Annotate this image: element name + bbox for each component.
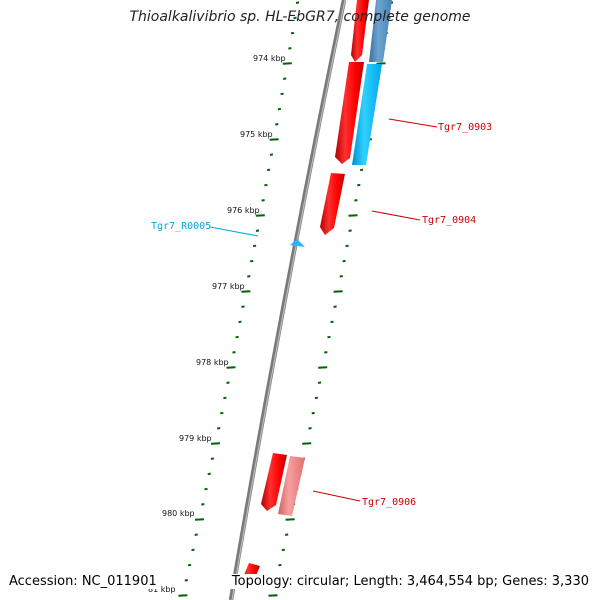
- ruler-minor-tick: [194, 533, 198, 536]
- ruler-minor-tick: [191, 548, 195, 552]
- ruler-major-tick: [376, 62, 386, 65]
- ruler-minor-tick: [232, 351, 236, 354]
- ruler-minor-tick: [317, 381, 322, 384]
- ruler-minor-tick: [278, 563, 282, 567]
- ruler-minor-tick: [252, 244, 257, 248]
- ruler-minor-tick: [261, 199, 265, 202]
- ruler-minor-tick: [187, 563, 192, 567]
- ruler-minor-tick: [201, 503, 205, 506]
- ruler-major-tick: [241, 290, 251, 293]
- ruler-major-tick: [255, 214, 265, 217]
- gene-label-tgr7-0903[interactable]: Tgr7_0903: [438, 122, 492, 133]
- ruler-major-tick: [226, 366, 236, 369]
- feature-forward-cds[interactable]: [320, 173, 345, 235]
- ruler-minor-tick: [223, 396, 227, 400]
- ruler-minor-tick: [330, 320, 334, 324]
- gene-label-tgr7-0904[interactable]: Tgr7_0904: [422, 215, 476, 226]
- label-leaders: [209, 118, 438, 502]
- feature-trna[interactable]: [290, 239, 305, 247]
- ruler-minor-tick: [277, 107, 282, 111]
- ruler-label-981: 81 kbp: [148, 585, 176, 594]
- ruler-minor-tick: [333, 305, 337, 308]
- ruler-minor-tick: [226, 381, 230, 384]
- feature-labels: Tgr7_0903 Tgr7_0904 Tgr7_R0005 Tgr7_0906: [151, 122, 492, 508]
- ruler-minor-tick: [339, 275, 343, 278]
- ruler-label-977: 977 kbp: [212, 282, 245, 291]
- ruler-minor-tick: [238, 320, 242, 324]
- ruler-minor-tick: [290, 31, 295, 35]
- ruler-minor-tick: [220, 411, 224, 415]
- ruler-major-tick: [285, 518, 295, 521]
- ruler-label-978: 978 kbp: [196, 358, 229, 367]
- ruler-minor-tick: [342, 259, 346, 263]
- ruler-major-tick: [268, 594, 278, 597]
- ruler-minor-tick: [264, 183, 268, 187]
- rna-label-tgr7-r0005[interactable]: Tgr7_R0005: [151, 221, 211, 232]
- ruler-major-tick: [194, 518, 205, 521]
- ruler-minor-tick: [281, 548, 285, 552]
- ruler-ticks: [178, 1, 300, 597]
- ruler-minor-tick: [210, 457, 215, 460]
- ruler-minor-tick: [359, 168, 364, 172]
- ruler-major-tick: [318, 366, 328, 369]
- ruler-major-tick: [210, 442, 221, 445]
- genome-summary-text: Topology: circular; Length: 3,464,554 bp…: [229, 574, 591, 589]
- feature-forward-cds[interactable]: [335, 62, 364, 164]
- ruler-minor-tick: [184, 579, 188, 582]
- gene-label-tgr7-0906[interactable]: Tgr7_0906: [362, 497, 416, 508]
- ruler-minor-tick: [241, 305, 245, 308]
- feature-forward-cds[interactable]: [261, 453, 287, 511]
- ruler-minor-tick: [283, 77, 287, 80]
- ruler-major-tick: [269, 138, 279, 141]
- feature-forward-cds[interactable]: [351, 0, 369, 62]
- ruler-minor-tick: [275, 123, 279, 126]
- ruler-minor-tick: [285, 533, 289, 536]
- ruler-minor-tick: [308, 427, 312, 430]
- ruler-minor-tick: [235, 335, 239, 339]
- ruler-major-tick: [282, 62, 292, 65]
- ruler-label-974: 974 kbp: [253, 54, 286, 63]
- features: [241, 0, 392, 589]
- ruler-label-980: 980 kbp: [162, 509, 195, 518]
- ruler-major-tick: [178, 594, 188, 597]
- ruler-major-tick: [333, 290, 343, 293]
- ruler-minor-tick: [311, 411, 315, 415]
- ruler-major-tick: [348, 214, 358, 217]
- ruler-minor-tick: [217, 427, 221, 430]
- ruler-minor-tick: [269, 153, 274, 156]
- ruler-minor-tick: [255, 229, 260, 232]
- feature-reverse-cds[interactable]: [369, 0, 392, 62]
- ruler-minor-tick: [314, 396, 319, 400]
- ruler-label-976: 976 kbp: [227, 206, 260, 215]
- ruler-minor-tick: [348, 229, 352, 232]
- ruler-minor-tick: [357, 183, 361, 187]
- ruler-minor-tick: [295, 1, 300, 4]
- ruler-minor-tick: [280, 92, 284, 96]
- ruler-minor-tick: [207, 472, 211, 476]
- ruler-labels: 974 kbp 975 kbp 976 kbp 977 kbp 978 kbp …: [148, 54, 286, 594]
- ruler-minor-tick: [293, 16, 297, 20]
- map-title: Thioalkalivibrio sp. HL-EbGR7, complete …: [129, 9, 471, 25]
- ruler-label-975: 975 kbp: [240, 130, 273, 139]
- ruler-minor-tick: [324, 351, 328, 354]
- ruler-major-tick: [302, 442, 312, 445]
- ruler-minor-tick: [327, 335, 331, 339]
- ruler-minor-tick: [345, 244, 349, 248]
- feature-forward-cds[interactable]: [278, 456, 305, 516]
- ruler-minor-tick: [250, 259, 254, 263]
- accession-text: Accession: NC_011901: [7, 574, 159, 589]
- ruler-minor-tick: [288, 47, 292, 50]
- ruler-minor-tick: [204, 487, 208, 491]
- ruler-label-979: 979 kbp: [179, 434, 212, 443]
- ruler-minor-tick: [247, 275, 251, 278]
- ruler-minor-tick: [266, 168, 271, 172]
- feature-reverse-cds[interactable]: [352, 64, 382, 165]
- genome-backbone: [228, 0, 347, 600]
- ruler-minor-tick: [354, 199, 358, 202]
